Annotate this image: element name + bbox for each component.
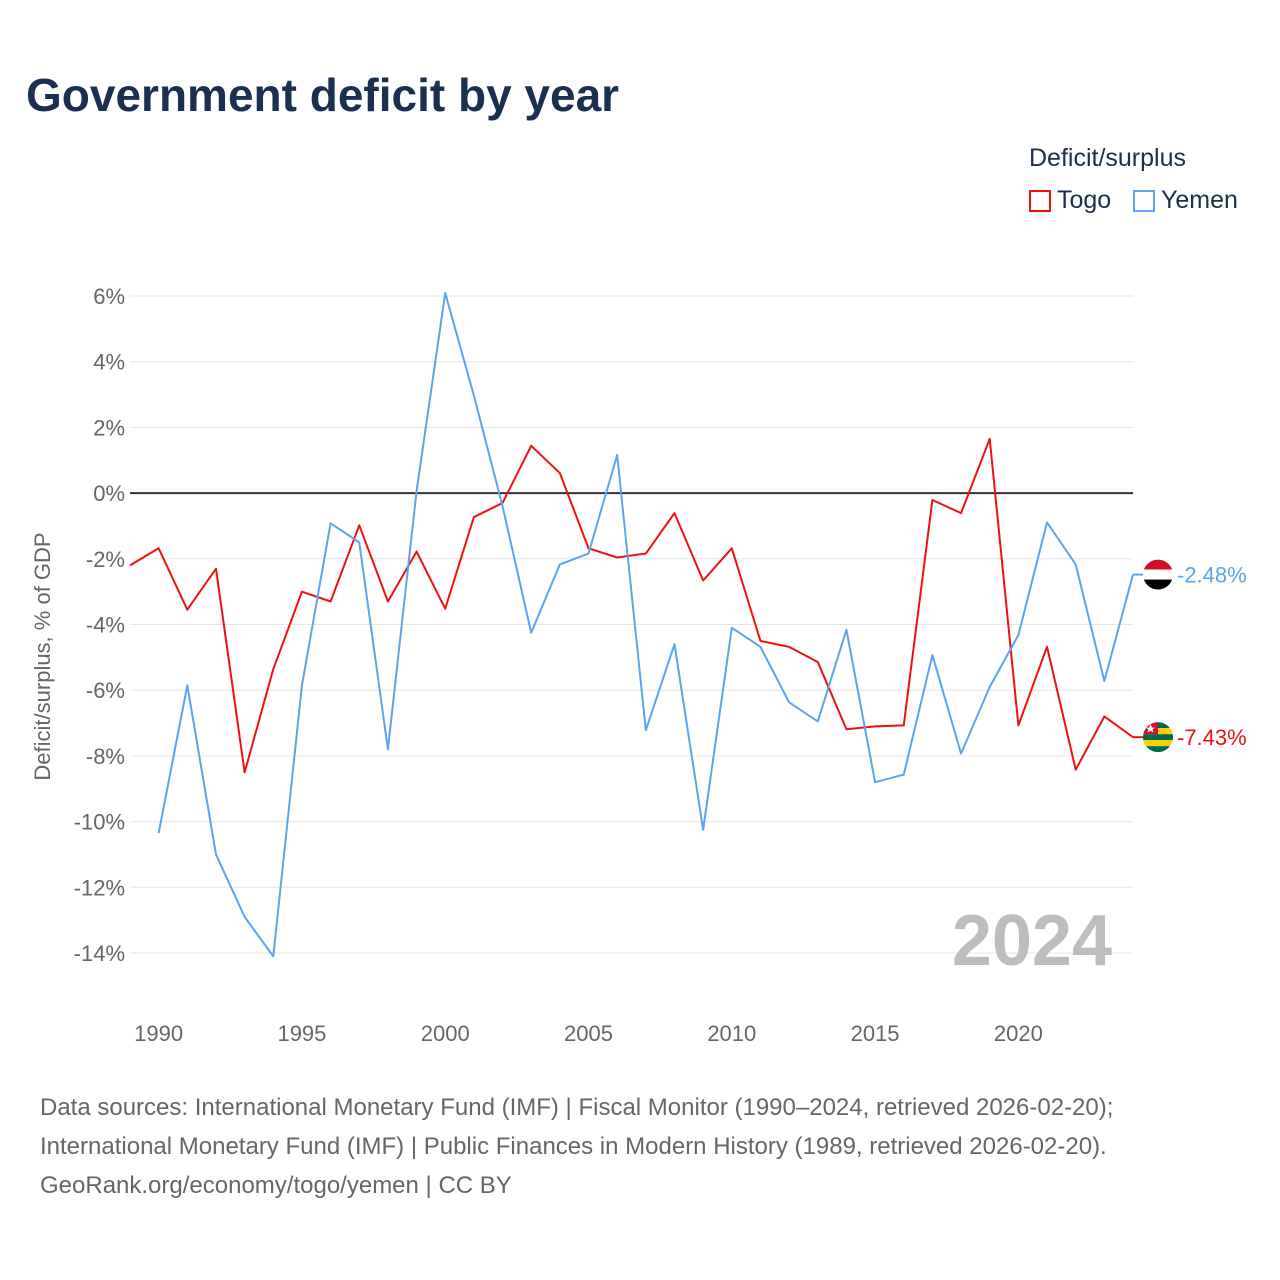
- x-tick-label: 2020: [994, 1021, 1043, 1046]
- source-link[interactable]: GeoRank.org/economy/togo/yemen | CC BY: [40, 1172, 512, 1199]
- chart-title: Government deficit by year: [26, 69, 620, 121]
- y-tick-label: -12%: [74, 875, 125, 900]
- legend-item-togo[interactable]: Togo: [1029, 186, 1111, 215]
- x-tick-label: 2005: [564, 1021, 613, 1046]
- x-tick-label: 1995: [277, 1021, 326, 1046]
- series-line-yemen: [157, 292, 1134, 958]
- y-tick-label: 6%: [93, 284, 125, 309]
- legend-item-yemen[interactable]: Yemen: [1133, 186, 1238, 215]
- y-tick-label: 4%: [93, 350, 125, 375]
- togo-flag-icon: [1143, 722, 1173, 753]
- end-value-label-yemen: -2.48%: [1177, 563, 1247, 588]
- y-tick-label: 2%: [93, 415, 125, 440]
- legend-label: Yemen: [1161, 186, 1238, 214]
- y-tick-label: -8%: [86, 744, 125, 769]
- x-tick-label: 2010: [707, 1021, 756, 1046]
- year-watermark: 2024: [952, 901, 1112, 981]
- y-tick-label: -14%: [74, 941, 125, 966]
- source-line: Data sources: International Monetary Fun…: [40, 1094, 1114, 1121]
- y-tick-label: -6%: [86, 678, 125, 703]
- y-tick-label: 0%: [93, 481, 125, 506]
- y-tick-label: -10%: [74, 810, 125, 835]
- series-line-togo: [129, 437, 1134, 774]
- source-line: International Monetary Fund (IMF) | Publ…: [40, 1133, 1107, 1160]
- end-value-label-togo: -7.43%: [1177, 725, 1247, 750]
- legend-swatch-togo: [1029, 189, 1051, 212]
- legend-title: Deficit/surplus: [1029, 144, 1186, 172]
- legend-label: Togo: [1057, 186, 1112, 214]
- line-chart: 6% 4% 2% 0% -2% -4% -6% -8% -10% -12% -14% 1990 1995…: [30, 284, 1247, 1046]
- y-axis-label: Deficit/surplus, % of GDP: [30, 532, 55, 780]
- x-tick-label: 2015: [851, 1021, 900, 1046]
- x-tick-label: 1990: [134, 1021, 183, 1046]
- legend-swatch-yemen: [1133, 189, 1155, 212]
- yemen-flag-icon: [1143, 559, 1173, 590]
- y-tick-label: -4%: [86, 613, 125, 638]
- y-tick-label: -2%: [86, 547, 125, 572]
- x-tick-label: 2000: [421, 1021, 470, 1046]
- source-note: Data sources: International Monetary Fun…: [40, 1088, 1113, 1205]
